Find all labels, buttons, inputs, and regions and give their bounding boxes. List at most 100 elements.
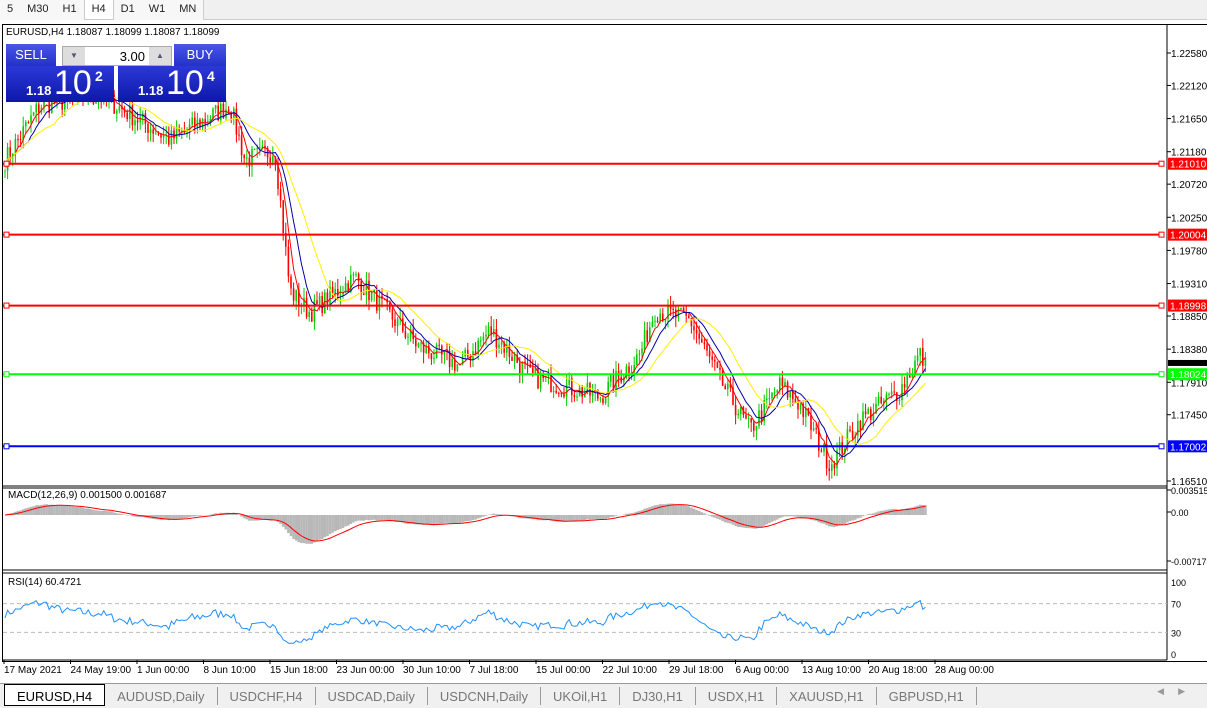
candle-body <box>516 354 518 363</box>
candle-body <box>477 340 479 355</box>
chart-tab[interactable]: DJ30,H1 <box>620 687 696 705</box>
candle-body <box>19 139 22 141</box>
candle-body <box>901 384 903 401</box>
candle-body <box>326 292 329 306</box>
candle-body <box>589 382 591 396</box>
time-axis-label: 29 Jul 18:00 <box>669 665 724 676</box>
candle-body <box>763 400 765 422</box>
candle-body <box>43 100 45 108</box>
chart-tab[interactable]: USDCHF,H4 <box>218 687 316 705</box>
timeframe-H1[interactable]: H1 <box>62 3 77 15</box>
timeframe-M30[interactable]: M30 <box>27 3 49 15</box>
candle-body <box>116 110 118 114</box>
candle-body <box>420 343 422 345</box>
sell-price[interactable]: 1.18 10 2 <box>6 64 114 102</box>
candle-body <box>654 320 656 322</box>
candle-body <box>334 288 336 294</box>
decrease-lot-icon[interactable]: ▼ <box>63 47 85 65</box>
candle-body <box>136 120 139 123</box>
candle-body <box>737 413 739 416</box>
candle-body <box>92 100 95 104</box>
candle-body <box>4 170 6 172</box>
candle-body <box>246 157 248 159</box>
timeframe-W1[interactable]: W1 <box>148 3 166 15</box>
candle-body <box>212 108 214 119</box>
chart-tab[interactable]: XAUUSD,H1 <box>777 687 877 705</box>
timeframe-H4[interactable]: H4 <box>83 0 114 20</box>
candle-body <box>147 123 149 133</box>
candle-body <box>22 126 24 140</box>
candle-body <box>576 396 578 398</box>
candle-body <box>701 338 703 343</box>
chart-tab[interactable]: UKOil,H1 <box>541 687 621 705</box>
timeframe-MN[interactable]: MN <box>179 3 197 15</box>
timeframe-5[interactable]: 5 <box>7 3 14 15</box>
level-handle-left <box>3 302 10 309</box>
level-price-label: 1.21010 <box>1170 160 1207 171</box>
candle-body <box>708 350 711 357</box>
time-axis-label: 28 Aug 00:00 <box>935 665 994 676</box>
candle-body <box>134 120 136 126</box>
candle-body <box>659 313 661 322</box>
candle-body <box>680 307 682 310</box>
candle-body <box>422 343 425 353</box>
candle-body <box>812 428 815 431</box>
candle-body <box>667 305 669 319</box>
candle-body <box>461 356 464 365</box>
chart-tabs: EURUSD,H4 AUDUSD,Daily USDCHF,H4 USDCAD,Dai… <box>0 683 1207 708</box>
chart-tab[interactable]: USDX,H1 <box>696 687 778 705</box>
chart-tab[interactable]: USDCAD,Daily <box>316 687 428 705</box>
candle-body <box>313 300 316 322</box>
candle-body <box>794 399 797 403</box>
candle-body <box>209 118 212 122</box>
candle-body <box>482 336 485 341</box>
level-handle-left <box>3 371 10 378</box>
candle-body <box>498 344 500 348</box>
sell-price-big: 10 <box>54 64 92 102</box>
candle-body <box>487 326 490 335</box>
candle-body <box>880 396 882 404</box>
candle-body <box>781 377 784 387</box>
candle-body <box>394 319 396 326</box>
tab-scroll-arrows[interactable]: ◀▶ <box>1157 686 1199 696</box>
chart-tab[interactable]: AUDUSD,Daily <box>105 687 218 705</box>
candle-body <box>792 391 794 400</box>
candle-body <box>766 398 768 401</box>
candle-body <box>490 326 492 335</box>
buy-price[interactable]: 1.18 10 4 <box>118 64 226 102</box>
lot-size-input[interactable]: ▼ 3.00 ▲ <box>62 46 172 66</box>
candle-body <box>204 119 206 123</box>
candle-body <box>669 305 672 309</box>
chart-tab[interactable]: EURUSD,H4 <box>4 684 106 706</box>
candle-body <box>201 119 204 128</box>
candle-body <box>677 309 680 318</box>
candle-body <box>911 373 914 378</box>
timeframe-D1[interactable]: D1 <box>120 3 135 15</box>
candle-body <box>828 468 830 471</box>
candle-body <box>602 398 604 404</box>
one-click-trading-panel: SELL BUY ▼ 3.00 ▲ 1.18 10 2 1.18 10 4 <box>6 44 226 102</box>
candle-body <box>841 442 843 454</box>
candle-body <box>285 233 287 247</box>
candle-body <box>867 408 869 415</box>
candle-body <box>872 413 875 421</box>
chart-tab[interactable]: USDCNH,Daily <box>428 687 542 705</box>
increase-lot-icon[interactable]: ▲ <box>149 47 171 65</box>
candle-body <box>747 418 750 420</box>
candle-body <box>797 402 799 410</box>
level-handle-left <box>3 160 10 167</box>
candle-body <box>646 330 648 343</box>
candle-body <box>591 391 594 396</box>
candle-body <box>802 404 804 417</box>
sell-button[interactable]: SELL <box>6 44 56 66</box>
candle-body <box>225 109 227 118</box>
price-tick-label: 1.17450 <box>1171 411 1207 422</box>
candle-body <box>604 396 607 404</box>
buy-button[interactable]: BUY <box>174 44 226 66</box>
candle-body <box>126 112 128 120</box>
candle-body <box>825 443 828 469</box>
chart-tab[interactable]: GBPUSD,H1 <box>877 687 977 705</box>
candle-body <box>35 104 37 113</box>
candle-body <box>474 351 477 355</box>
